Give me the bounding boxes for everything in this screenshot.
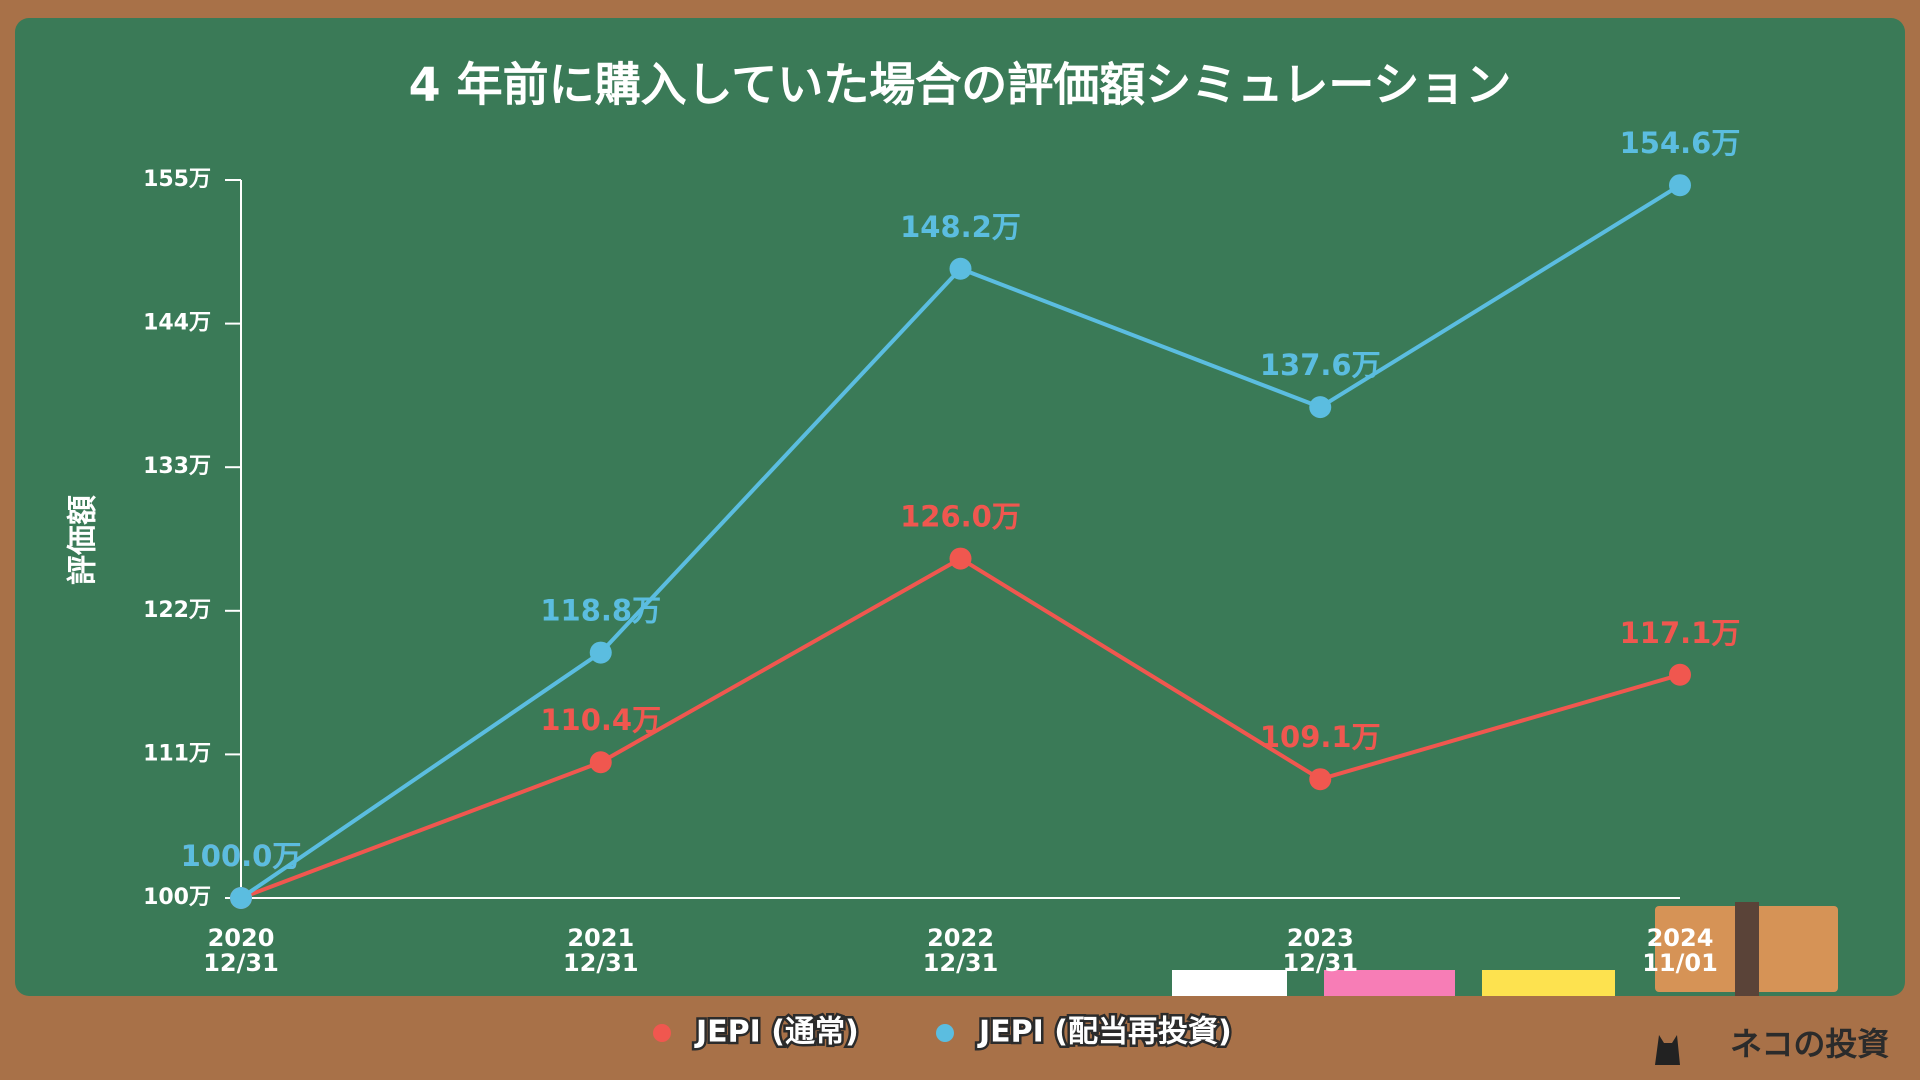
data-label: 110.4万 [540,703,661,737]
x-tick-label: 2022 12/31 [922,924,999,977]
data-point [1309,396,1332,419]
data-point [589,751,612,774]
chalk [1324,970,1455,996]
data-label: 126.0万 [900,500,1021,534]
data-point [1669,663,1691,686]
chalk [1172,970,1287,996]
data-point [1309,768,1332,791]
data-label: 148.2万 [900,210,1021,244]
y-axis-title: 評価額 [66,495,101,585]
y-tick-label: 155万 [143,167,211,192]
data-label: 117.1万 [1620,616,1741,650]
data-label: 137.6万 [1260,348,1381,382]
y-tick-label: 144万 [143,311,211,336]
legend-label: JEPI (通常) [694,1015,859,1050]
data-label: 118.8万 [540,594,661,628]
x-tick-label: 2020 12/31 [203,924,279,977]
board [15,18,1905,996]
x-tick-label: 2023 12/31 [1282,924,1359,977]
data-label: 100.0万 [181,839,302,873]
data-point [230,887,252,909]
cat-icon [1655,1035,1680,1065]
data-label: 154.6万 [1620,126,1741,160]
chalk [1482,970,1615,996]
x-tick-label: 2024 11/01 [1642,924,1718,977]
data-point [1669,174,1691,197]
data-point [949,257,972,280]
brand: ネコの投資 [1730,1025,1889,1063]
x-tick-label: 2021 12/31 [562,924,639,977]
y-tick-label: 111万 [143,741,211,766]
eraser-band [1735,902,1759,996]
data-label: 100.0万 [181,839,302,873]
data-label: 109.1万 [1260,720,1381,754]
chart-title: 4 年前に購入していた場合の評価額シミュレーション [409,58,1512,112]
y-tick-label: 122万 [143,598,211,623]
legend-label: JEPI (配当再投資) [977,1015,1232,1050]
legend-marker [936,1024,954,1042]
data-point [949,547,972,570]
legend-marker [653,1024,671,1042]
data-point [589,641,612,664]
y-tick-label: 133万 [143,454,211,479]
y-tick-label: 100万 [143,885,211,910]
